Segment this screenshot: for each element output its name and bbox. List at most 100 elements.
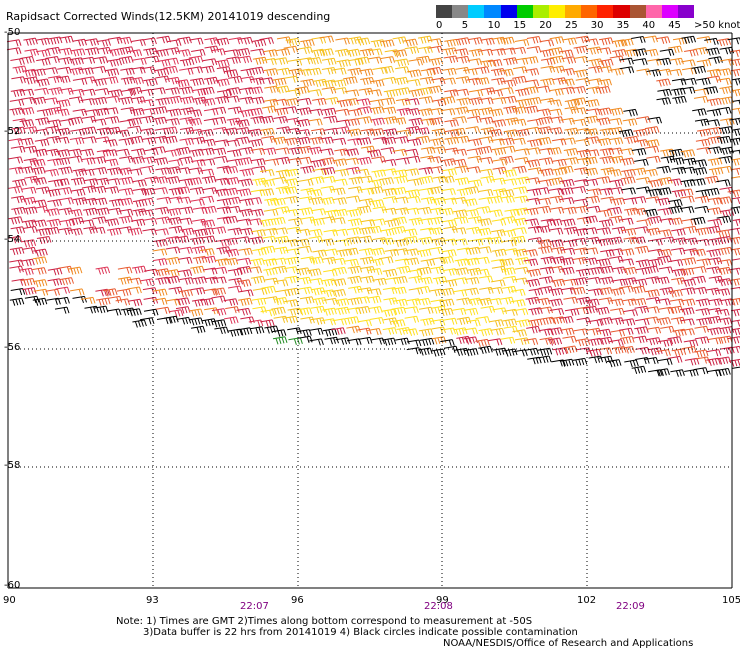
wind-barb xyxy=(168,225,184,234)
wind-barb xyxy=(717,317,733,326)
wind-barb xyxy=(428,227,443,235)
wind-barb xyxy=(12,178,27,188)
wind-barb xyxy=(708,167,724,176)
wind-barb xyxy=(439,308,454,317)
wind-barb xyxy=(199,168,215,176)
wind-barb xyxy=(252,306,267,314)
wind-barb xyxy=(9,98,25,107)
wind-barb xyxy=(668,217,683,226)
wind-barb xyxy=(667,68,683,77)
wind-barb xyxy=(192,228,207,237)
wind-barb xyxy=(295,228,311,236)
wind-barb xyxy=(131,96,146,105)
wind-barb xyxy=(284,196,299,204)
wind-barb xyxy=(418,46,433,54)
wind-barb xyxy=(428,246,444,254)
wind-barb xyxy=(190,325,206,334)
wind-barb xyxy=(599,276,614,285)
wind-barb xyxy=(151,146,166,154)
wind-barb xyxy=(346,227,362,235)
wind-barb xyxy=(237,157,253,166)
wind-barb xyxy=(31,68,46,77)
wind-barb xyxy=(671,268,687,277)
wind-barb xyxy=(175,186,191,195)
wind-barb xyxy=(680,86,696,94)
wind-barb xyxy=(404,315,420,323)
wind-barb xyxy=(323,115,338,124)
wind-barb xyxy=(467,297,482,306)
wind-barb xyxy=(560,86,576,95)
wind-barb xyxy=(499,189,515,197)
wind-barb xyxy=(408,88,424,98)
wind-barb xyxy=(92,197,108,206)
wind-barb xyxy=(633,128,648,137)
wind-barb xyxy=(371,169,386,178)
wind-barb xyxy=(35,78,50,87)
wind-barb xyxy=(573,228,589,237)
wind-barb xyxy=(499,296,515,305)
wind-barb xyxy=(308,196,324,206)
wind-barb xyxy=(249,326,265,334)
wind-barb xyxy=(299,178,314,186)
wind-barb xyxy=(355,37,371,46)
wind-barb xyxy=(224,177,240,186)
wind-barb xyxy=(598,219,614,228)
wind-barb xyxy=(165,118,180,126)
wind-barb xyxy=(336,248,352,257)
wind-barb xyxy=(487,298,502,306)
wind-barb xyxy=(719,86,734,95)
wind-barb xyxy=(671,348,687,357)
wind-barb xyxy=(406,298,421,306)
wind-barb xyxy=(72,108,88,116)
wind-barb xyxy=(347,67,363,76)
wind-barb xyxy=(525,197,541,205)
wind-barb xyxy=(295,86,310,95)
wind-barb xyxy=(442,219,458,227)
wind-barb xyxy=(359,226,374,235)
wind-barb xyxy=(56,127,71,136)
wind-barb xyxy=(175,297,190,306)
wind-barb xyxy=(260,127,275,137)
wind-barb xyxy=(487,59,503,67)
wind-barb xyxy=(442,249,457,257)
wind-barb xyxy=(191,49,206,57)
wind-barb xyxy=(598,187,614,196)
wind-barb xyxy=(44,148,60,157)
wind-barb xyxy=(717,335,733,344)
wind-barb xyxy=(716,68,732,76)
wind-barb xyxy=(635,318,650,326)
wind-barb xyxy=(249,66,265,75)
wind-barb xyxy=(309,256,324,265)
wind-barb xyxy=(405,108,421,116)
wind-barb xyxy=(538,157,554,165)
wind-barb xyxy=(95,288,110,297)
legend-swatch xyxy=(565,5,582,18)
wind-barb xyxy=(583,215,598,224)
wind-barb xyxy=(275,169,291,178)
wind-barb xyxy=(730,206,740,214)
wind-barb xyxy=(716,368,731,377)
wind-barb xyxy=(392,49,408,58)
wind-barb xyxy=(608,126,624,136)
wind-barb xyxy=(403,328,419,336)
wind-barb xyxy=(548,327,563,336)
wind-barb xyxy=(153,157,169,166)
wind-barb xyxy=(705,47,720,56)
wind-barb xyxy=(356,98,371,106)
wind-barb xyxy=(540,218,556,227)
wind-barb xyxy=(333,208,348,217)
wind-barb xyxy=(408,287,424,295)
wind-barb xyxy=(716,135,732,145)
wind-barb xyxy=(598,355,614,364)
wind-barb xyxy=(467,138,483,147)
wind-barb xyxy=(440,108,456,116)
wind-barb xyxy=(396,129,412,137)
wind-barb xyxy=(455,66,470,75)
wind-barb xyxy=(391,226,406,235)
wind-barb xyxy=(655,276,670,285)
wind-barb xyxy=(310,48,326,57)
wind-barb xyxy=(152,288,168,297)
wind-barb xyxy=(727,236,740,245)
wind-barb xyxy=(501,145,516,153)
wind-barb xyxy=(456,187,472,197)
